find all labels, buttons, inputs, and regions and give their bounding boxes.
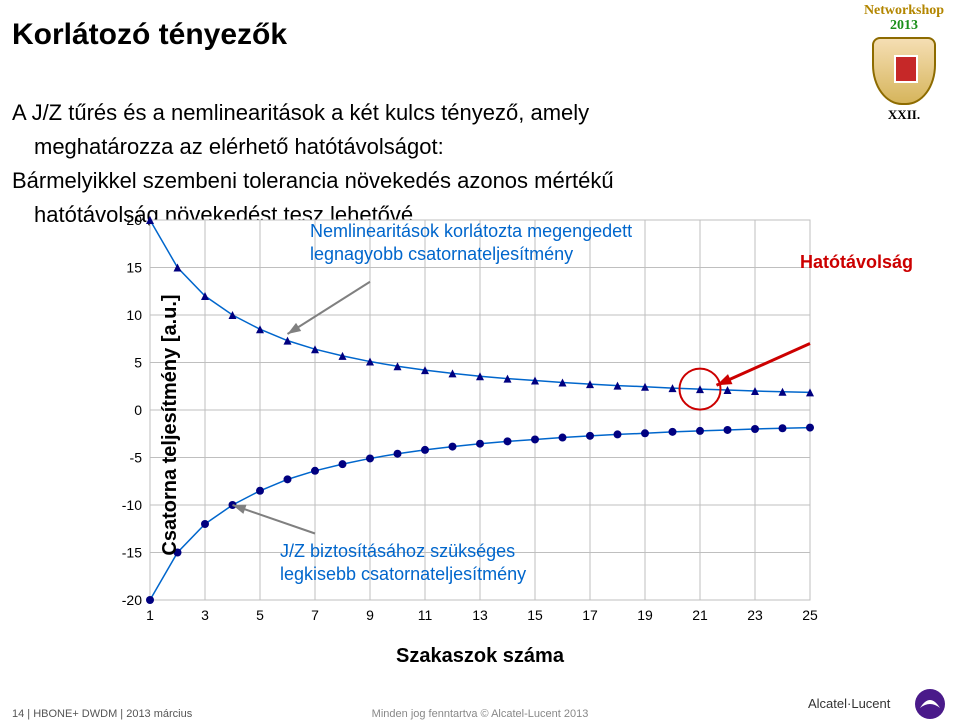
roman-numeral: XXII.: [854, 107, 954, 123]
alcatel-lucent-logo-icon: Alcatel·Lucent: [808, 686, 948, 722]
svg-text:-15: -15: [122, 545, 142, 561]
shield-icon: [872, 37, 936, 105]
svg-text:11: 11: [418, 607, 433, 623]
annotation-lower-line1: J/Z biztosításához szükséges: [280, 541, 515, 561]
chart: Csatorna teljesítmény [a.u.] Szakaszok s…: [70, 210, 890, 640]
annotation-upper-line1: Nemlinearitások korlátozta megengedett: [310, 221, 632, 241]
annotation-lower-line2: legkisebb csatornateljesítmény: [280, 564, 526, 584]
body-line-2: meghatározza az elérhető hatótávolságot:: [34, 134, 614, 160]
x-axis-label: Szakaszok száma: [396, 645, 564, 668]
svg-text:-10: -10: [122, 497, 142, 513]
svg-text:5: 5: [134, 355, 142, 371]
logo-text: Alcatel·Lucent: [808, 696, 891, 711]
y-axis-label: Csatorna teljesítmény [a.u.]: [159, 294, 182, 555]
slide-root: Korlátozó tényezők A J/Z tűrés és a neml…: [0, 0, 960, 728]
annotation-upper: Nemlinearitások korlátozta megengedett l…: [310, 220, 632, 267]
svg-text:15: 15: [126, 260, 142, 276]
hato-label: Hatótávolság: [800, 252, 913, 273]
svg-text:-5: -5: [130, 450, 143, 466]
svg-text:20: 20: [126, 212, 142, 228]
svg-text:17: 17: [582, 607, 598, 623]
svg-text:10: 10: [126, 307, 142, 323]
svg-text:-20: -20: [122, 592, 142, 608]
svg-text:15: 15: [527, 607, 543, 623]
footer-logo: Alcatel·Lucent: [808, 686, 948, 722]
svg-text:19: 19: [637, 607, 653, 623]
slide-title: Korlátozó tényezők: [12, 18, 287, 52]
annotation-upper-line2: legnagyobb csatornateljesítmény: [310, 244, 573, 264]
body-line-1: A J/Z tűrés és a nemlinearitások a két k…: [12, 100, 614, 126]
corner-badge: Networkshop 2013 XXII.: [854, 4, 954, 123]
svg-text:3: 3: [201, 607, 209, 623]
svg-text:21: 21: [692, 607, 708, 623]
svg-text:5: 5: [256, 607, 264, 623]
svg-text:1: 1: [146, 607, 154, 623]
annotation-lower: J/Z biztosításához szükséges legkisebb c…: [280, 540, 526, 587]
networkshop-label: Networkshop 2013: [854, 4, 954, 33]
svg-text:7: 7: [311, 607, 319, 623]
footer-left: 14 | HBONE+ DWDM | 2013 március: [12, 708, 192, 720]
svg-text:0: 0: [134, 402, 142, 418]
svg-text:23: 23: [747, 607, 763, 623]
svg-text:9: 9: [366, 607, 374, 623]
footer-center: Minden jog fenntartva © Alcatel-Lucent 2…: [372, 708, 589, 720]
body-line-3: Bármelyikkel szembeni tolerancia növeked…: [12, 168, 614, 194]
svg-text:13: 13: [472, 607, 488, 623]
svg-text:25: 25: [802, 607, 818, 623]
